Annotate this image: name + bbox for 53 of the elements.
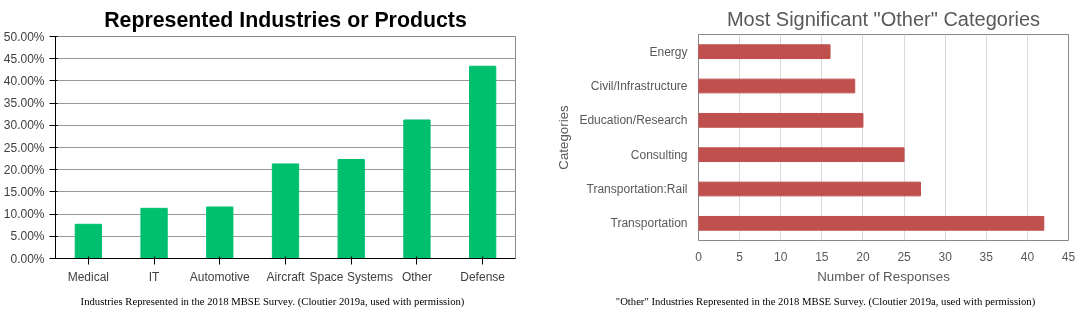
bar bbox=[337, 158, 365, 259]
bar bbox=[271, 163, 300, 259]
text: "Other" Industries Represented in the 2018 MBSE Survey. (Cloutier 2019a, used with permission) bbox=[614, 295, 1037, 309]
bar bbox=[698, 44, 831, 60]
text: Industries Represented in the 2018 MBSE Survey. (Cloutier 2019a, used with permission) bbox=[79, 295, 466, 309]
x-tick-label: 35 bbox=[979, 249, 994, 264]
x-tick-label: IT bbox=[148, 269, 161, 284]
x-tick-label: 0 bbox=[695, 249, 703, 264]
chart-title: Represented Industries or Products bbox=[104, 7, 467, 32]
y-tick-label: 5.00% bbox=[10, 229, 45, 244]
y-tick-label: 50.00% bbox=[3, 29, 45, 44]
y-tick-label: 25.00% bbox=[3, 140, 45, 155]
y-tick-label: Consulting bbox=[630, 147, 688, 162]
x-tick-label: Automotive bbox=[189, 269, 251, 284]
bar bbox=[469, 65, 497, 259]
bar bbox=[206, 206, 234, 259]
y-tick-label: Energy bbox=[649, 44, 688, 59]
x-tick-label: 5 bbox=[736, 249, 744, 264]
bar bbox=[698, 78, 856, 94]
x-tick-label: Aircraft bbox=[266, 269, 306, 284]
x-tick-label: 20 bbox=[856, 249, 870, 264]
bar bbox=[74, 223, 102, 259]
bar bbox=[698, 215, 1045, 231]
y-tick-label: Civil/Infrastructure bbox=[590, 79, 688, 93]
x-tick-label: 45 bbox=[1061, 249, 1076, 264]
y-tick-label: Transportation:Rail bbox=[586, 182, 688, 196]
x-tick-label: Space Systems bbox=[309, 269, 393, 284]
y-tick-label: Education/Research bbox=[579, 113, 688, 128]
x-axis-title: Number of Responses bbox=[817, 268, 951, 284]
x-tick-label: 30 bbox=[938, 249, 953, 264]
bar bbox=[403, 119, 431, 259]
y-tick-label: Transportation bbox=[610, 216, 688, 231]
y-tick-label: 30.00% bbox=[3, 118, 45, 133]
chart-title: Most Significant "Other" Categories bbox=[726, 7, 1041, 30]
bar bbox=[698, 112, 864, 128]
x-tick-label: 25 bbox=[897, 249, 912, 264]
y-tick-label: 40.00% bbox=[3, 73, 45, 88]
x-tick-label: 15 bbox=[815, 249, 829, 264]
y-axis-title: Categories bbox=[556, 104, 572, 170]
x-tick-label: 40 bbox=[1020, 249, 1035, 264]
bar bbox=[140, 207, 168, 259]
y-tick-label: 20.00% bbox=[3, 162, 45, 177]
y-tick-label: 35.00% bbox=[3, 96, 45, 111]
x-tick-label: Other bbox=[401, 269, 432, 284]
x-tick-label: 10 bbox=[774, 249, 788, 264]
y-tick-label: 45.00% bbox=[3, 51, 45, 66]
bar bbox=[698, 147, 905, 163]
x-tick-label: Defense bbox=[460, 269, 506, 284]
x-tick-label: Medical bbox=[67, 269, 110, 284]
y-tick-label: 0.00% bbox=[10, 251, 45, 266]
bar bbox=[698, 181, 921, 197]
y-tick-label: 15.00% bbox=[3, 184, 45, 199]
y-tick-label: 10.00% bbox=[3, 207, 45, 222]
